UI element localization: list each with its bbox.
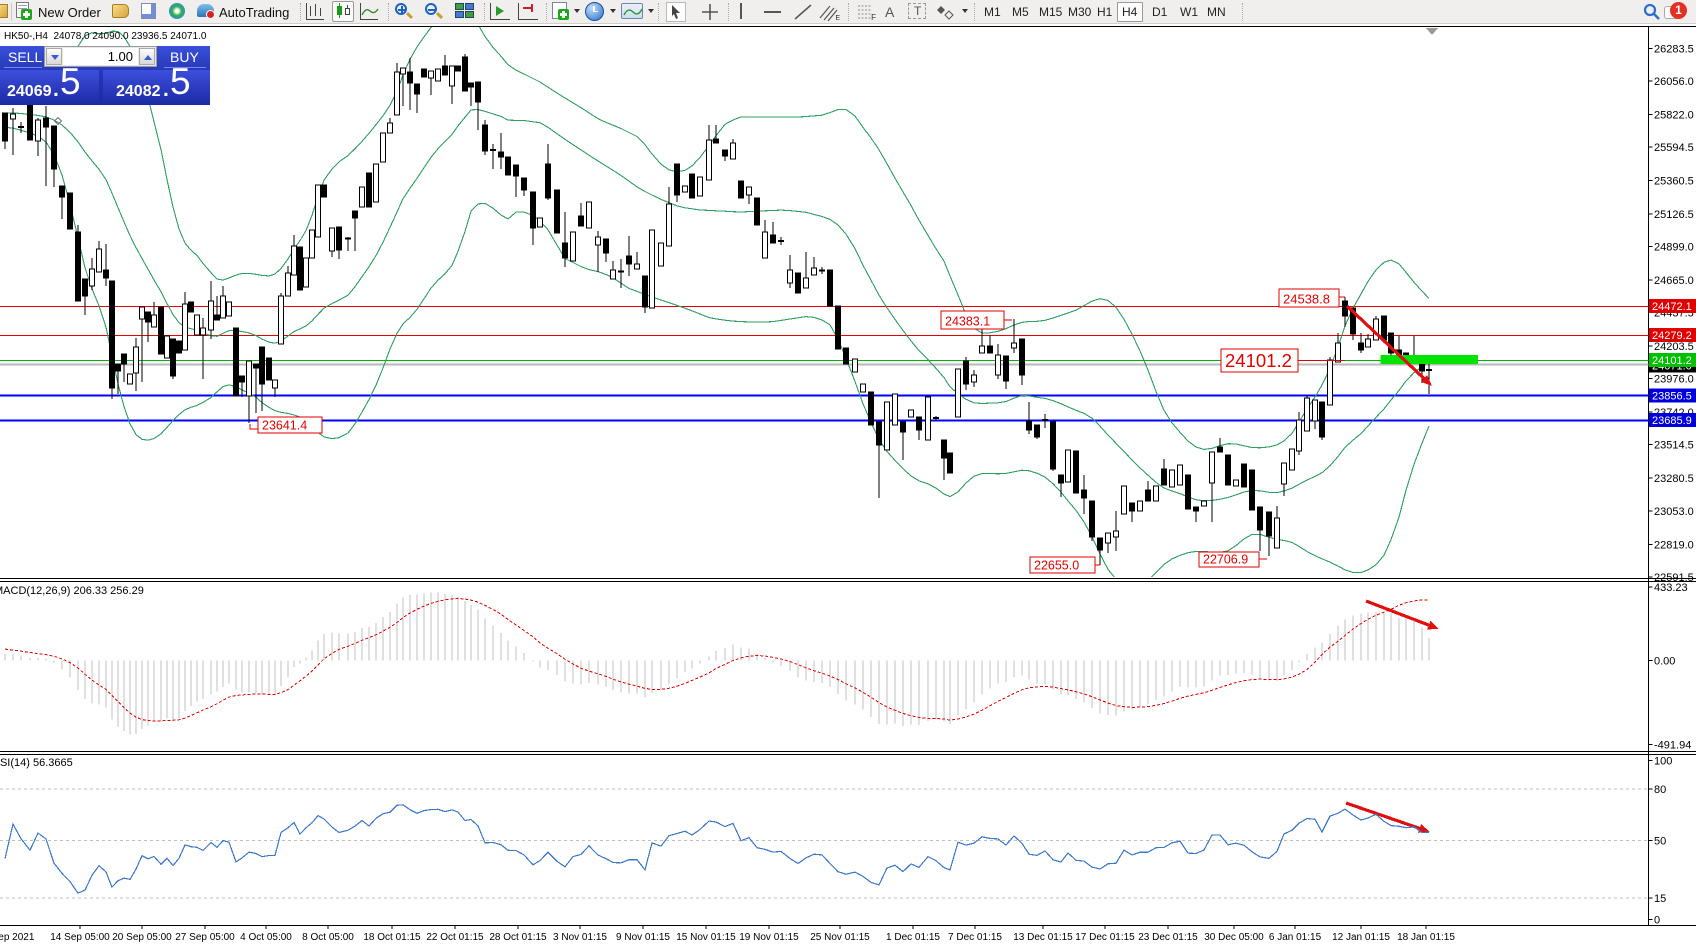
svg-text:0.00: 0.00 [1654,656,1675,668]
svg-text:23856.5: 23856.5 [1652,391,1692,403]
svg-text:3 Nov 01:15: 3 Nov 01:15 [553,932,607,943]
svg-text:-491.94: -491.94 [1654,739,1691,751]
svg-text:19 Nov 01:15: 19 Nov 01:15 [739,932,799,943]
svg-text:28 Oct 01:15: 28 Oct 01:15 [489,932,547,943]
svg-text:26283.5: 26283.5 [1654,44,1694,56]
svg-text:9 Nov 01:15: 9 Nov 01:15 [616,932,670,943]
svg-text:1 Dec 01:15: 1 Dec 01:15 [886,932,940,943]
svg-text:23053.0: 23053.0 [1654,506,1694,518]
svg-text:24538.8: 24538.8 [1283,292,1330,307]
svg-text:24899.0: 24899.0 [1654,242,1694,254]
svg-text:24665.0: 24665.0 [1654,275,1694,287]
svg-text:80: 80 [1654,784,1666,796]
svg-text:24383.1: 24383.1 [945,315,990,329]
svg-text:433.23: 433.23 [1654,582,1688,594]
svg-text:17 Dec 01:15: 17 Dec 01:15 [1075,932,1135,943]
svg-text:23976.0: 23976.0 [1654,374,1694,386]
svg-text:4 Oct 05:00: 4 Oct 05:00 [240,932,292,943]
svg-text:18 Oct 01:15: 18 Oct 01:15 [363,932,421,943]
svg-text:24472.1: 24472.1 [1652,301,1692,313]
svg-text:22706.9: 22706.9 [1203,553,1248,567]
svg-text:22655.0: 22655.0 [1034,559,1079,573]
svg-text:18 Jan 01:15: 18 Jan 01:15 [1397,932,1455,943]
svg-text:8 Oct 05:00: 8 Oct 05:00 [302,932,354,943]
svg-text:15: 15 [1654,893,1666,905]
svg-text:13 Dec 01:15: 13 Dec 01:15 [1013,932,1073,943]
svg-text:24101.2: 24101.2 [1225,350,1292,371]
svg-text:14 Sep 05:00: 14 Sep 05:00 [50,932,110,943]
svg-text:23280.5: 23280.5 [1654,473,1694,485]
svg-text:12 Jan 01:15: 12 Jan 01:15 [1332,932,1390,943]
svg-text:27 Sep 05:00: 27 Sep 05:00 [175,932,235,943]
svg-text:22819.0: 22819.0 [1654,539,1694,551]
svg-text:0: 0 [1654,915,1660,927]
svg-text:25126.5: 25126.5 [1654,209,1694,221]
svg-text:Sep 2021: Sep 2021 [0,932,35,943]
svg-text:15 Nov 01:15: 15 Nov 01:15 [676,932,736,943]
svg-text:23641.4: 23641.4 [262,419,307,433]
svg-text:25 Nov 01:15: 25 Nov 01:15 [810,932,870,943]
svg-text:50: 50 [1654,836,1666,848]
svg-text:24101.2: 24101.2 [1652,355,1692,367]
svg-text:20 Sep 05:00: 20 Sep 05:00 [112,932,172,943]
svg-text:RSI(14) 56.3665: RSI(14) 56.3665 [0,757,73,769]
svg-text:25822.0: 25822.0 [1654,110,1694,122]
svg-text:23514.5: 23514.5 [1654,440,1694,452]
svg-text:MACD(12,26,9) 206.33 256.29: MACD(12,26,9) 206.33 256.29 [0,585,144,597]
svg-text:7 Dec 01:15: 7 Dec 01:15 [948,932,1002,943]
svg-text:23 Dec 01:15: 23 Dec 01:15 [1138,932,1198,943]
svg-text:24279.2: 24279.2 [1652,330,1692,342]
svg-text:22591.5: 22591.5 [1654,572,1694,584]
svg-text:100: 100 [1654,756,1672,768]
svg-text:25360.5: 25360.5 [1654,176,1694,188]
svg-text:22 Oct 01:15: 22 Oct 01:15 [426,932,484,943]
svg-text:25594.5: 25594.5 [1654,142,1694,154]
svg-text:23685.9: 23685.9 [1652,415,1692,427]
svg-text:26056.0: 26056.0 [1654,76,1694,88]
svg-text:6 Jan 01:15: 6 Jan 01:15 [1269,932,1322,943]
svg-text:24203.5: 24203.5 [1654,341,1694,353]
svg-text:30 Dec 05:00: 30 Dec 05:00 [1204,932,1264,943]
